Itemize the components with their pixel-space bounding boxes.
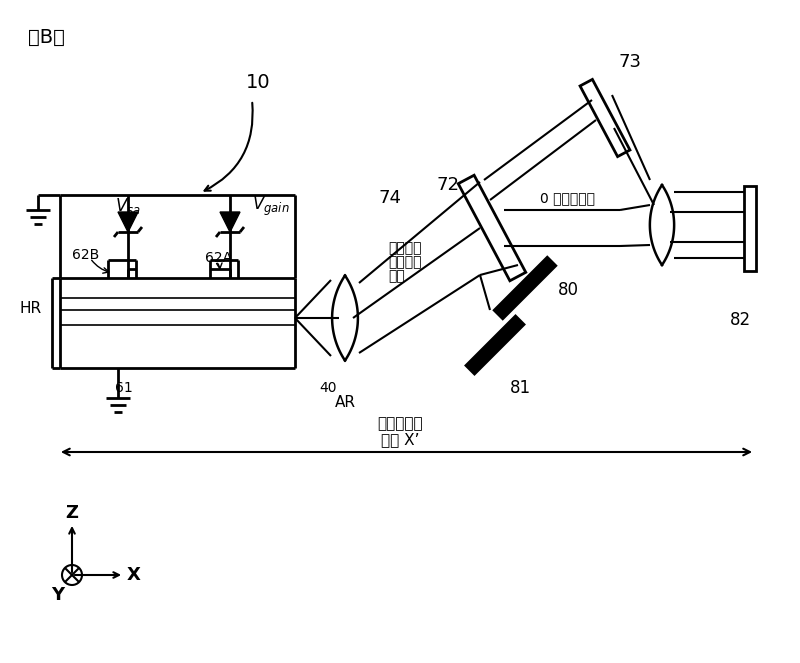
Polygon shape — [466, 316, 524, 374]
Text: 长度 X’: 长度 X’ — [381, 432, 419, 448]
Text: AR: AR — [334, 394, 355, 410]
Text: 光反馈：: 光反馈： — [388, 241, 422, 255]
Text: （B）: （B） — [28, 28, 65, 47]
Text: 光束: 光束 — [388, 269, 405, 283]
Text: 82: 82 — [730, 311, 750, 329]
Text: 10: 10 — [246, 72, 270, 91]
Text: $V_{sa}$: $V_{sa}$ — [115, 196, 141, 216]
Text: 81: 81 — [510, 379, 531, 397]
Text: Y: Y — [51, 586, 65, 604]
Text: 73: 73 — [618, 53, 642, 71]
Text: 外部谐振器: 外部谐振器 — [377, 416, 423, 432]
Polygon shape — [220, 212, 240, 232]
Text: 74: 74 — [378, 189, 402, 207]
Text: 80: 80 — [558, 281, 579, 299]
Text: 40: 40 — [319, 381, 337, 395]
Text: 72: 72 — [437, 176, 459, 194]
Text: 0 次衍射光束: 0 次衍射光束 — [540, 191, 595, 205]
Text: 61: 61 — [115, 381, 133, 395]
Text: HR: HR — [20, 300, 42, 316]
Text: 62B: 62B — [72, 248, 99, 262]
Polygon shape — [494, 257, 556, 319]
Text: 一次衍射: 一次衍射 — [388, 255, 422, 269]
Text: X: X — [127, 566, 141, 584]
Text: Z: Z — [66, 504, 78, 522]
Text: $V_{gain}$: $V_{gain}$ — [252, 194, 290, 217]
Text: 62A: 62A — [205, 251, 232, 265]
Polygon shape — [118, 212, 138, 232]
